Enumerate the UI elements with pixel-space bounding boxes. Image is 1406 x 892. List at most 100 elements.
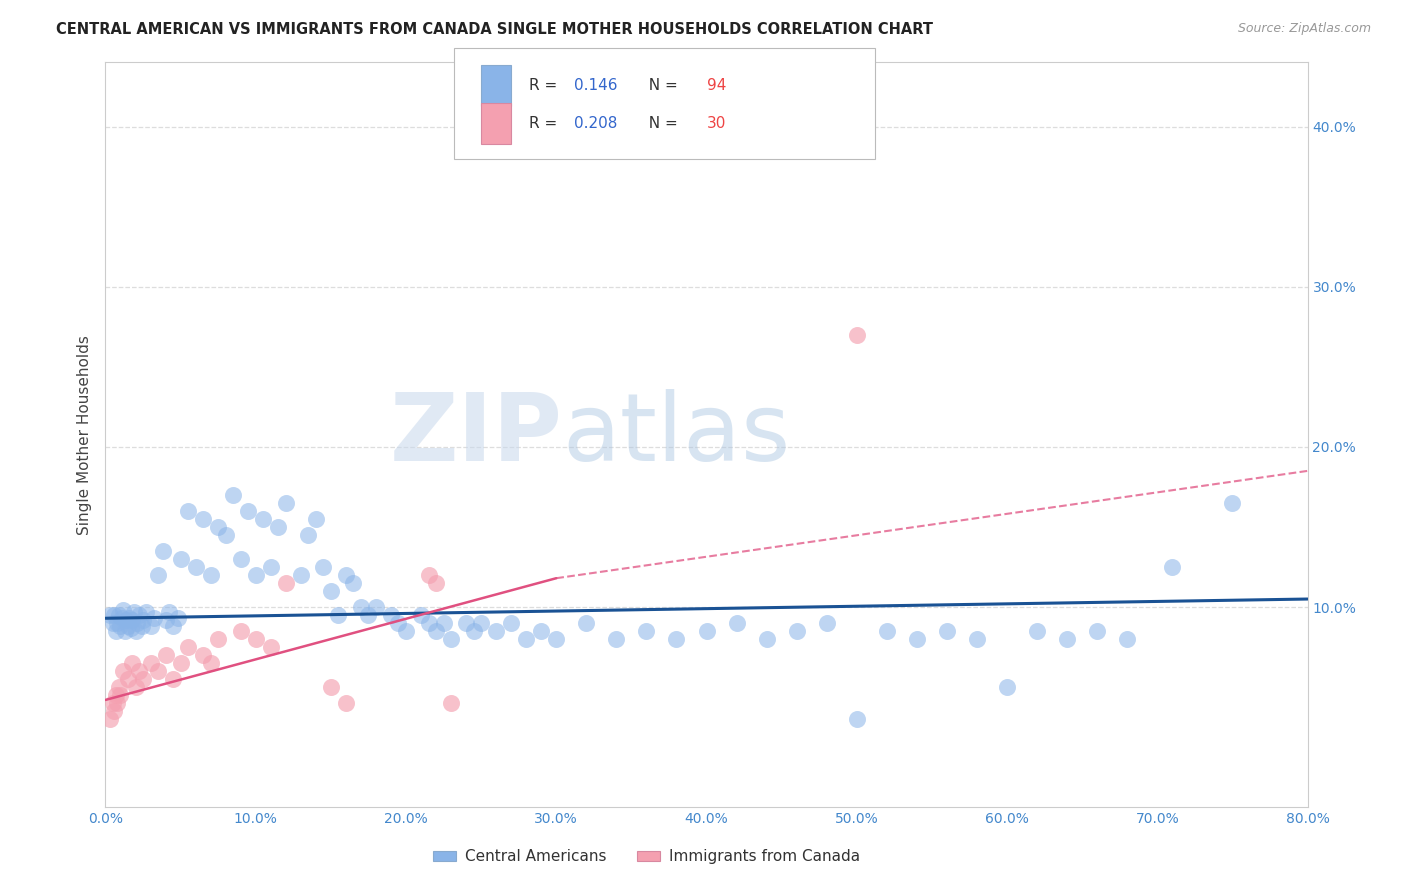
Text: N =: N = — [640, 78, 683, 93]
Text: Source: ZipAtlas.com: Source: ZipAtlas.com — [1237, 22, 1371, 36]
Point — [1056, 632, 1078, 646]
Point — [409, 608, 432, 623]
Point — [252, 512, 274, 526]
Point — [485, 624, 508, 638]
Point — [139, 619, 162, 633]
Point — [530, 624, 553, 638]
Point — [191, 512, 214, 526]
Point — [125, 615, 148, 630]
Point — [995, 680, 1018, 694]
Point — [177, 640, 200, 654]
Point — [128, 664, 150, 678]
Point — [1026, 624, 1049, 638]
Point — [319, 584, 342, 599]
Point — [117, 619, 139, 633]
Point — [222, 488, 245, 502]
Point — [214, 528, 236, 542]
Point — [124, 680, 146, 694]
Point — [319, 680, 342, 694]
Point — [110, 688, 132, 702]
Point — [335, 696, 357, 710]
Point — [364, 600, 387, 615]
Point — [139, 656, 162, 670]
Point — [142, 611, 165, 625]
Point — [425, 624, 447, 638]
Point — [111, 611, 134, 625]
Point — [350, 600, 373, 615]
Point — [157, 605, 180, 619]
Point — [501, 615, 523, 630]
Point — [121, 656, 143, 670]
Legend: Central Americans, Immigrants from Canada: Central Americans, Immigrants from Canad… — [426, 843, 866, 871]
Point — [200, 656, 222, 670]
Point — [380, 608, 402, 623]
Point — [696, 624, 718, 638]
Point — [515, 632, 537, 646]
FancyBboxPatch shape — [454, 47, 875, 160]
Point — [387, 615, 409, 630]
Text: 0.146: 0.146 — [574, 78, 617, 93]
Point — [312, 560, 335, 574]
Point — [575, 615, 598, 630]
Point — [112, 664, 135, 678]
Point — [120, 621, 142, 635]
Point — [110, 619, 132, 633]
Text: 0.208: 0.208 — [574, 116, 617, 131]
Point — [207, 520, 229, 534]
Point — [342, 576, 364, 591]
Point — [191, 648, 214, 662]
Text: 94: 94 — [707, 78, 725, 93]
Point — [229, 552, 252, 566]
Text: 30: 30 — [707, 116, 725, 131]
Point — [132, 613, 155, 627]
Point — [305, 512, 328, 526]
Point — [152, 544, 174, 558]
Point — [966, 632, 988, 646]
Point — [103, 608, 125, 623]
Point — [274, 496, 297, 510]
Point — [845, 327, 868, 342]
Point — [122, 605, 145, 619]
Point — [118, 611, 141, 625]
Point — [101, 696, 124, 710]
Point — [297, 528, 319, 542]
Y-axis label: Single Mother Households: Single Mother Households — [77, 334, 93, 535]
Point — [177, 504, 200, 518]
Text: R =: R = — [529, 116, 562, 131]
Text: atlas: atlas — [562, 389, 790, 481]
Point — [1161, 560, 1184, 574]
Point — [98, 608, 121, 623]
Point — [184, 560, 207, 574]
Point — [260, 560, 283, 574]
Point — [114, 624, 136, 638]
Bar — [481, 65, 510, 105]
Point — [135, 605, 157, 619]
Point — [290, 568, 312, 582]
Point — [104, 688, 127, 702]
Point — [146, 664, 169, 678]
Point — [546, 632, 568, 646]
Point — [605, 632, 627, 646]
Point — [124, 624, 146, 638]
Point — [418, 568, 440, 582]
Point — [98, 712, 121, 726]
Point — [108, 608, 131, 623]
Point — [108, 680, 131, 694]
Point — [117, 672, 139, 686]
Point — [815, 615, 838, 630]
Point — [267, 520, 290, 534]
Point — [274, 576, 297, 591]
Point — [328, 608, 350, 623]
Point — [1116, 632, 1139, 646]
Point — [131, 619, 153, 633]
Point — [169, 656, 191, 670]
Point — [121, 613, 143, 627]
Point — [238, 504, 260, 518]
Point — [115, 613, 138, 627]
Point — [112, 603, 135, 617]
Point — [146, 568, 169, 582]
Point — [260, 640, 283, 654]
Point — [440, 696, 463, 710]
Point — [169, 552, 191, 566]
Point — [101, 615, 124, 630]
